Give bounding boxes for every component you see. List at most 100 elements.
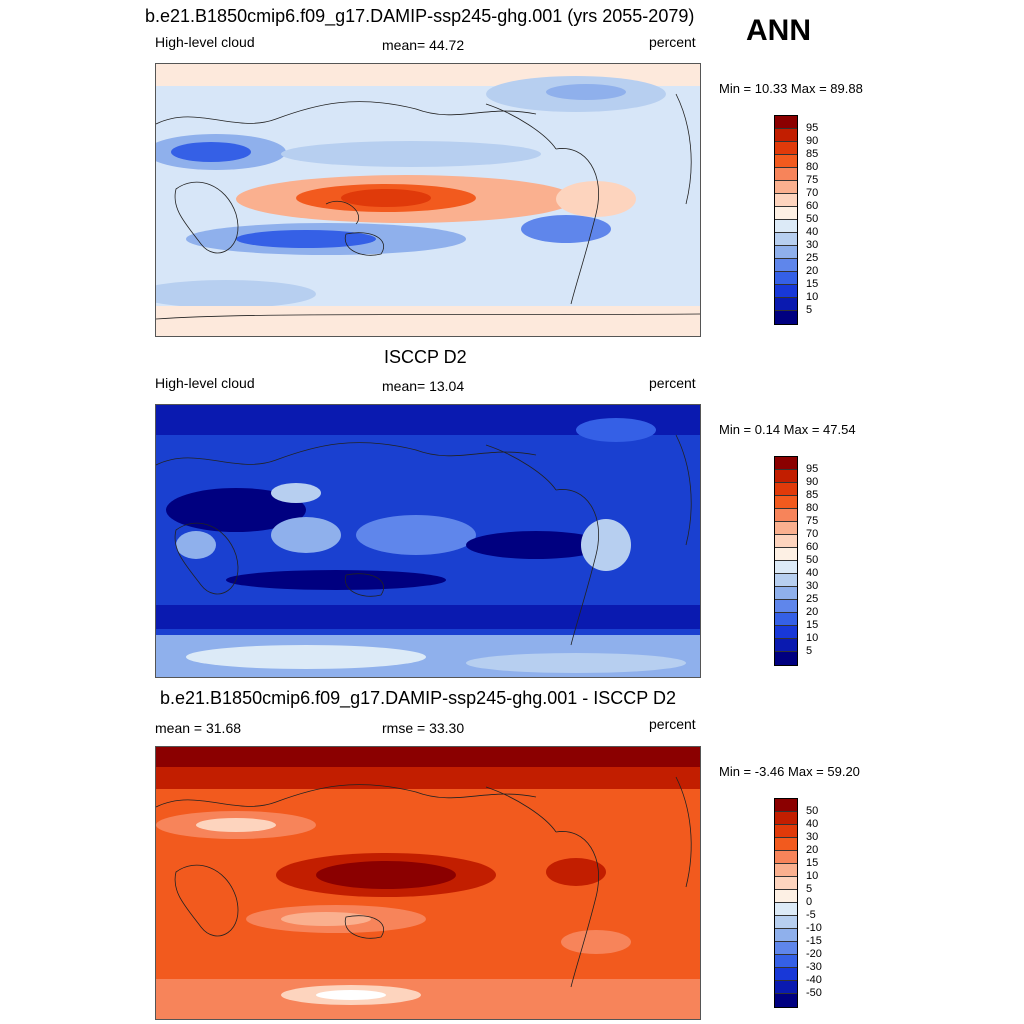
colorbar-tick-label: 90 bbox=[806, 476, 819, 488]
colorbar-tick-label: 40 bbox=[806, 226, 819, 238]
panel3-title: b.e21.B1850cmip6.f09_g17.DAMIP-ssp245-gh… bbox=[160, 688, 676, 708]
colorbar-swatch bbox=[775, 142, 797, 155]
colorbar-swatch bbox=[775, 285, 797, 298]
colorbar-swatch bbox=[775, 311, 797, 324]
colorbar-swatch bbox=[775, 116, 797, 129]
colorbar-swatch bbox=[775, 207, 797, 220]
panel3-rmse: rmse = 33.30 bbox=[382, 720, 465, 736]
panel2-minmax: Min = 0.14 Max = 47.54 bbox=[719, 422, 856, 437]
colorbar-swatch bbox=[775, 600, 797, 613]
colorbar-tick-label: 5 bbox=[806, 883, 813, 895]
colorbar-swatch bbox=[775, 981, 797, 994]
colorbar-tick-label: 25 bbox=[806, 593, 819, 605]
colorbar-tick-label: 85 bbox=[806, 148, 819, 160]
colorbar-swatch bbox=[775, 574, 797, 587]
colorbar-swatch bbox=[775, 181, 797, 194]
panel3-colorbar bbox=[774, 798, 798, 1008]
colorbar-swatch bbox=[775, 626, 797, 639]
colorbar-swatch bbox=[775, 942, 797, 955]
panel1-title: b.e21.B1850cmip6.f09_g17.DAMIP-ssp245-gh… bbox=[145, 6, 695, 26]
colorbar-tick-label: 25 bbox=[806, 252, 819, 264]
colorbar-tick-label: 60 bbox=[806, 541, 819, 553]
panel3-minmax: Min = -3.46 Max = 59.20 bbox=[719, 764, 860, 779]
colorbar-swatch bbox=[775, 509, 797, 522]
colorbar-tick-label: -15 bbox=[806, 935, 822, 947]
colorbar-swatch bbox=[775, 864, 797, 877]
colorbar-tick-label: 40 bbox=[806, 567, 819, 579]
colorbar-tick-label: -10 bbox=[806, 922, 822, 934]
panel2-variable-label: High-level cloud bbox=[155, 375, 255, 391]
colorbar-swatch bbox=[775, 155, 797, 168]
panel3-map bbox=[155, 746, 701, 1020]
colorbar-swatch bbox=[775, 890, 797, 903]
colorbar-tick-label: 15 bbox=[806, 278, 819, 290]
colorbar-swatch bbox=[775, 233, 797, 246]
colorbar-tick-label: -20 bbox=[806, 948, 822, 960]
colorbar-swatch bbox=[775, 561, 797, 574]
colorbar-swatch bbox=[775, 639, 797, 652]
colorbar-swatch bbox=[775, 483, 797, 496]
colorbar-swatch bbox=[775, 812, 797, 825]
colorbar-swatch bbox=[775, 903, 797, 916]
colorbar-tick-label: 5 bbox=[806, 304, 813, 316]
season-label: ANN bbox=[746, 14, 811, 47]
colorbar-tick-label: 75 bbox=[806, 174, 819, 186]
colorbar-tick-label: 75 bbox=[806, 515, 819, 527]
colorbar-tick-label: -5 bbox=[806, 909, 816, 921]
colorbar-swatch bbox=[775, 955, 797, 968]
panel1-map bbox=[155, 63, 701, 337]
colorbar-tick-label: 0 bbox=[806, 896, 813, 908]
colorbar-tick-label: 30 bbox=[806, 239, 819, 251]
colorbar-swatch bbox=[775, 298, 797, 311]
colorbar-swatch bbox=[775, 194, 797, 207]
colorbar-swatch bbox=[775, 535, 797, 548]
colorbar-tick-label: 30 bbox=[806, 831, 819, 843]
colorbar-tick-label: 15 bbox=[806, 857, 819, 869]
panel3-mean: mean = 31.68 bbox=[155, 720, 242, 736]
colorbar-swatch bbox=[775, 838, 797, 851]
colorbar-tick-label: -30 bbox=[806, 961, 822, 973]
colorbar-tick-label: 95 bbox=[806, 122, 819, 134]
panel2-units: percent bbox=[649, 375, 696, 391]
colorbar-tick-label: 20 bbox=[806, 265, 819, 277]
colorbar-swatch bbox=[775, 259, 797, 272]
colorbar-swatch bbox=[775, 851, 797, 864]
colorbar-tick-label: 50 bbox=[806, 554, 819, 566]
colorbar-tick-label: 5 bbox=[806, 645, 813, 657]
colorbar-tick-label: 50 bbox=[806, 805, 819, 817]
colorbar-swatch bbox=[775, 877, 797, 890]
colorbar-swatch bbox=[775, 272, 797, 285]
colorbar-swatch bbox=[775, 799, 797, 812]
colorbar-swatch bbox=[775, 652, 797, 665]
colorbar-tick-label: 80 bbox=[806, 161, 819, 173]
panel3-units: percent bbox=[649, 716, 696, 732]
colorbar-tick-label: 40 bbox=[806, 818, 819, 830]
colorbar-tick-label: -50 bbox=[806, 987, 822, 999]
panel1-mean: mean= 44.72 bbox=[382, 37, 465, 53]
colorbar-swatch bbox=[775, 246, 797, 259]
colorbar-tick-label: 90 bbox=[806, 135, 819, 147]
colorbar-tick-label: 10 bbox=[806, 291, 819, 303]
panel1-minmax: Min = 10.33 Max = 89.88 bbox=[719, 81, 863, 96]
colorbar-tick-label: 20 bbox=[806, 606, 819, 618]
colorbar-swatch bbox=[775, 168, 797, 181]
colorbar-swatch bbox=[775, 220, 797, 233]
colorbar-tick-label: 70 bbox=[806, 187, 819, 199]
colorbar-swatch bbox=[775, 825, 797, 838]
colorbar-swatch bbox=[775, 496, 797, 509]
colorbar-swatch bbox=[775, 522, 797, 535]
colorbar-swatch bbox=[775, 470, 797, 483]
colorbar-tick-label: 80 bbox=[806, 502, 819, 514]
colorbar-tick-label: 30 bbox=[806, 580, 819, 592]
colorbar-swatch bbox=[775, 548, 797, 561]
colorbar-tick-label: -40 bbox=[806, 974, 822, 986]
colorbar-tick-label: 10 bbox=[806, 632, 819, 644]
colorbar-swatch bbox=[775, 968, 797, 981]
panel2-title: ISCCP D2 bbox=[384, 347, 467, 367]
colorbar-swatch bbox=[775, 457, 797, 470]
colorbar-swatch bbox=[775, 613, 797, 626]
colorbar-swatch bbox=[775, 129, 797, 142]
colorbar-tick-label: 50 bbox=[806, 213, 819, 225]
panel1-units: percent bbox=[649, 34, 696, 50]
panel2-map bbox=[155, 404, 701, 678]
